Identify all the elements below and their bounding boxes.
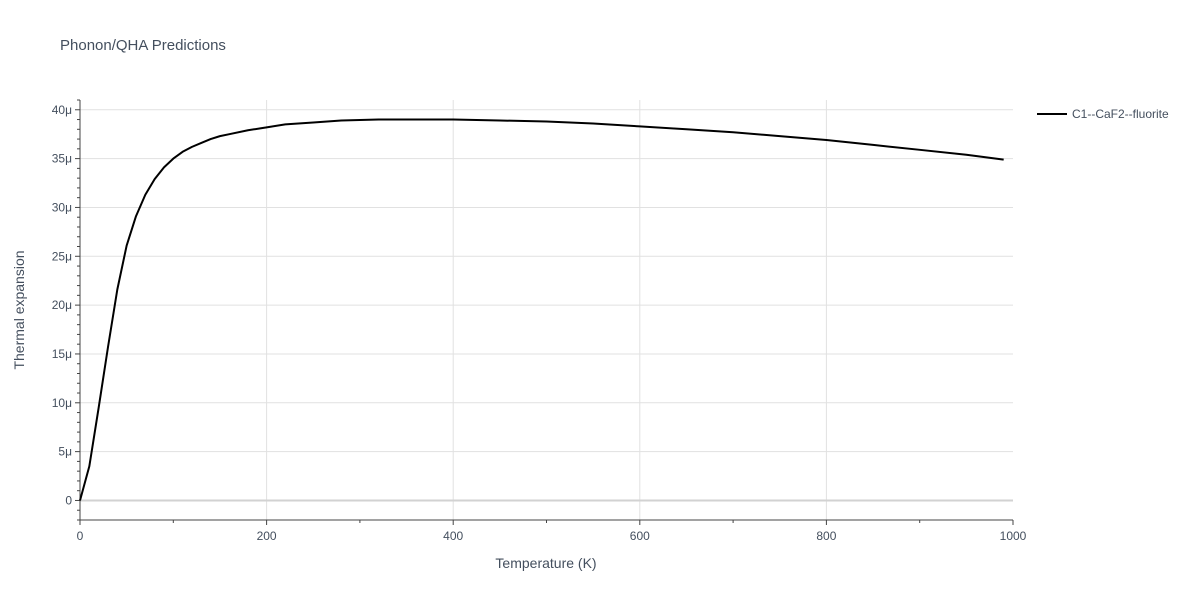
chart-title: Phonon/QHA Predictions xyxy=(60,37,226,54)
grid xyxy=(80,100,1013,520)
x-tick-label: 400 xyxy=(443,529,463,543)
y-tick-label: 20μ xyxy=(52,298,72,312)
y-tick-label: 40μ xyxy=(52,103,72,117)
x-tick-label: 800 xyxy=(816,529,836,543)
y-tick-label: 30μ xyxy=(52,200,72,214)
y-tick-label: 0 xyxy=(65,493,72,507)
x-tick-label: 1000 xyxy=(1000,529,1027,543)
y-tick-label: 10μ xyxy=(52,396,72,410)
x-tick-label: 600 xyxy=(630,529,650,543)
legend[interactable]: C1--CaF2--fluorite xyxy=(1037,107,1169,121)
x-tick-label: 0 xyxy=(77,529,84,543)
x-axis-title: Temperature (K) xyxy=(495,555,596,571)
y-axis-title: Thermal expansion xyxy=(11,250,27,369)
series-line xyxy=(79,118,1004,501)
legend-label[interactable]: C1--CaF2--fluorite xyxy=(1072,107,1169,121)
axes: 0 200 400 600 800 1000 0 5μ 10μ 15μ 20μ 25μ 30μ 35μ 40… xyxy=(52,99,1027,543)
y-tick-label: 35μ xyxy=(52,152,72,166)
y-tick-label: 15μ xyxy=(52,347,72,361)
y-tick-label: 5μ xyxy=(58,445,72,459)
series-layer xyxy=(79,118,1004,501)
y-tick-label: 25μ xyxy=(52,249,72,263)
x-tick-label: 200 xyxy=(257,529,277,543)
